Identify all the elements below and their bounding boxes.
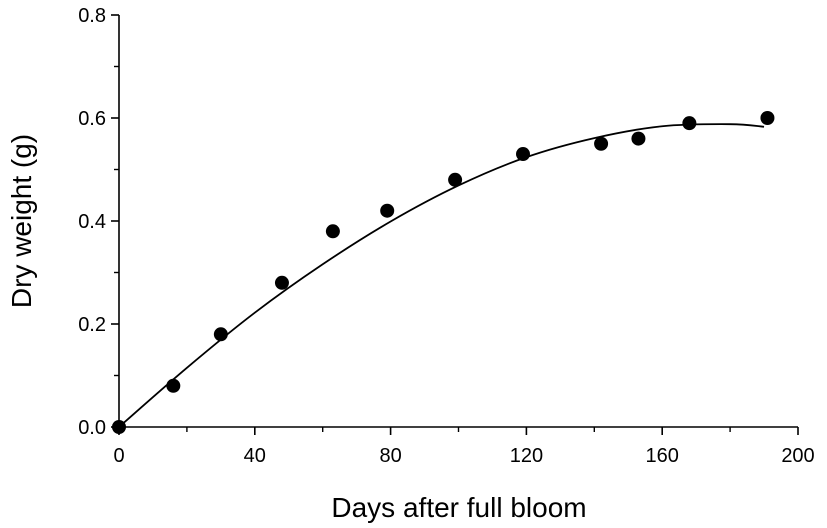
x-tick-label: 0 xyxy=(113,445,124,467)
y-tick-label: 0.8 xyxy=(78,5,106,27)
y-axis-title: Dry weight (g) xyxy=(6,134,37,308)
data-point xyxy=(760,111,775,125)
y-tick-label: 0.2 xyxy=(78,314,106,336)
data-point xyxy=(166,378,181,393)
fitted-curve xyxy=(118,123,765,428)
data-point xyxy=(448,172,463,187)
x-tick-label: 80 xyxy=(379,445,401,467)
axes xyxy=(118,15,798,428)
data-point xyxy=(682,116,697,131)
data-point xyxy=(325,224,340,239)
x-tick-label: 200 xyxy=(781,445,814,467)
x-tick-label: 40 xyxy=(244,445,266,467)
data-point xyxy=(631,131,646,146)
data-point xyxy=(594,136,609,151)
data-point xyxy=(274,275,289,290)
y-tick-label: 0.0 xyxy=(78,417,106,439)
x-tick-label: 120 xyxy=(510,445,543,467)
y-tick-label: 0.4 xyxy=(78,211,106,233)
x-tick-label: 160 xyxy=(646,445,679,467)
data-point xyxy=(380,203,395,218)
x-axis-title: Days after full bloom xyxy=(331,492,586,523)
data-point xyxy=(213,327,228,342)
x-ticks xyxy=(118,427,799,435)
x-tick-labels: 0 40 80 120 160 200 xyxy=(113,445,814,467)
y-tick-label: 0.6 xyxy=(78,108,106,130)
y-tick-labels: 0.0 0.2 0.4 0.6 0.8 xyxy=(78,5,106,439)
data-points xyxy=(112,111,775,434)
y-ticks xyxy=(111,14,119,428)
data-point xyxy=(112,420,126,434)
data-point xyxy=(516,147,531,162)
